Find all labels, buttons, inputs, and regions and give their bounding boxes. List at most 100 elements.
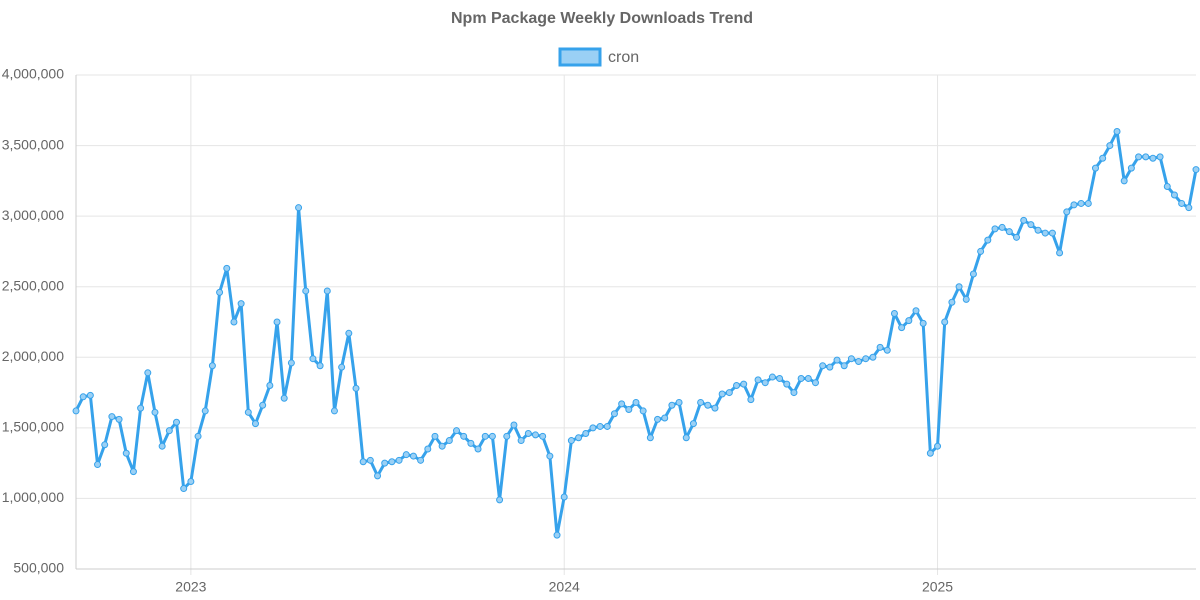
- data-point: [79, 393, 87, 401]
- data-point: [754, 376, 762, 384]
- legend-label: cron: [608, 49, 639, 66]
- data-point: [194, 432, 202, 440]
- data-point: [259, 401, 267, 409]
- data-point: [230, 318, 238, 326]
- data-point: [733, 382, 741, 390]
- data-point: [316, 362, 324, 370]
- data-point: [711, 404, 719, 412]
- data-point: [704, 401, 712, 409]
- data-point: [689, 420, 697, 428]
- data-point: [747, 396, 755, 404]
- data-point: [668, 401, 676, 409]
- data-point: [251, 420, 259, 428]
- data-point: [1142, 153, 1150, 161]
- data-point: [481, 432, 489, 440]
- data-point: [1192, 166, 1200, 174]
- data-point: [725, 389, 733, 397]
- data-point: [632, 398, 640, 406]
- data-point: [158, 442, 166, 450]
- data-point: [374, 472, 382, 480]
- data-point: [776, 374, 784, 382]
- data-point: [1084, 199, 1092, 207]
- data-point: [402, 451, 410, 459]
- data-point: [1106, 142, 1114, 150]
- data-point: [826, 363, 834, 371]
- data-point: [682, 434, 690, 442]
- data-point: [941, 318, 949, 326]
- data-point: [438, 442, 446, 450]
- data-point: [187, 477, 195, 485]
- data-point: [287, 359, 295, 367]
- data-point: [531, 431, 539, 439]
- data-point: [309, 355, 317, 363]
- data-point: [223, 264, 231, 272]
- data-point: [1041, 229, 1049, 237]
- data-point: [560, 493, 568, 501]
- data-point: [474, 445, 482, 453]
- data-point: [1027, 221, 1035, 229]
- data-point: [330, 407, 338, 415]
- data-point: [646, 434, 654, 442]
- data-point: [890, 310, 898, 318]
- data-point: [129, 468, 137, 476]
- data-point: [302, 287, 310, 295]
- data-point: [237, 300, 245, 308]
- data-point: [72, 407, 80, 415]
- x-tick-label: 2024: [549, 579, 580, 595]
- data-point: [768, 373, 776, 381]
- data-point: [431, 432, 439, 440]
- data-point: [948, 298, 956, 306]
- x-tick-label: 2023: [175, 579, 206, 595]
- data-point: [862, 355, 870, 363]
- data-point: [596, 422, 604, 430]
- data-point: [1091, 164, 1099, 172]
- data-point: [998, 223, 1006, 231]
- data-point: [1149, 154, 1157, 162]
- data-point: [510, 421, 518, 429]
- data-point: [1185, 204, 1193, 212]
- data-point: [783, 380, 791, 388]
- data-point: [790, 389, 798, 397]
- data-point: [1005, 228, 1013, 236]
- data-point: [524, 430, 532, 438]
- data-point: [201, 407, 209, 415]
- data-point: [883, 346, 891, 354]
- data-point: [137, 404, 145, 412]
- data-point: [840, 362, 848, 370]
- data-point: [582, 430, 590, 438]
- data-point: [1099, 154, 1107, 162]
- data-point: [417, 456, 425, 464]
- data-point: [1056, 249, 1064, 257]
- data-point: [381, 459, 389, 467]
- data-point: [661, 414, 669, 422]
- data-point: [969, 270, 977, 278]
- chart-title: Npm Package Weekly Downloads Trend: [451, 10, 753, 27]
- data-point: [575, 434, 583, 442]
- y-tick-label: 4,000,000: [2, 66, 64, 82]
- data-point: [1135, 153, 1143, 161]
- data-point: [833, 356, 841, 364]
- data-point: [589, 424, 597, 432]
- data-point: [740, 380, 748, 388]
- data-point: [1120, 177, 1128, 185]
- data-point: [366, 456, 374, 464]
- data-point: [122, 449, 130, 457]
- data-point: [819, 362, 827, 370]
- data-point: [338, 363, 346, 371]
- data-point: [1113, 127, 1121, 135]
- data-point: [467, 439, 475, 447]
- data-point: [1170, 191, 1178, 199]
- data-point: [905, 317, 913, 325]
- data-point: [1013, 233, 1021, 241]
- data-point: [244, 408, 252, 416]
- data-point: [359, 458, 367, 466]
- data-point: [553, 531, 561, 539]
- data-point: [488, 432, 496, 440]
- data-point: [216, 288, 224, 296]
- legend-swatch: [558, 47, 602, 67]
- data-point: [955, 283, 963, 291]
- y-tick-label: 3,500,000: [2, 136, 64, 152]
- data-point: [424, 445, 432, 453]
- y-tick-label: 1,500,000: [2, 419, 64, 435]
